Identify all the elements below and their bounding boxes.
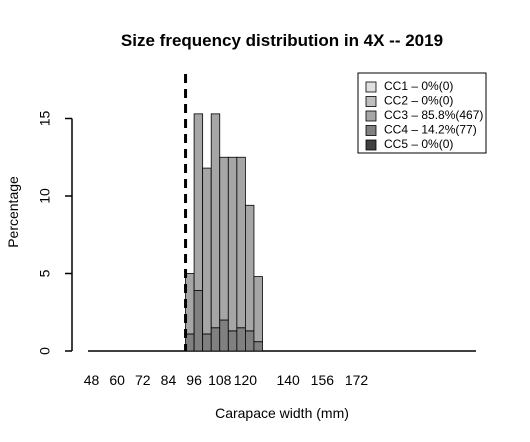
x-tick-label: 84 — [161, 372, 177, 388]
legend-label: CC3 – 85.8%(467) — [384, 108, 483, 122]
bar-cc3-112 — [227, 156, 238, 332]
legend-entry: CC3 – 85.8%(467) — [365, 108, 483, 122]
x-tick-label: 120 — [234, 372, 258, 388]
y-tick-label: 0 — [37, 347, 53, 355]
bar-cc4-116 — [236, 327, 246, 352]
bar-cc3-100 — [202, 167, 212, 335]
y-tick-label: 15 — [37, 111, 53, 127]
bar-cc3-116 — [236, 156, 246, 329]
bar-cc3-104 — [210, 113, 221, 329]
legend-entry: CC4 – 14.2%(77) — [365, 123, 477, 137]
legend-label: CC1 – 0%(0) — [384, 79, 453, 93]
x-tick-label: 108 — [208, 372, 232, 388]
x-tick-label: 96 — [186, 372, 202, 388]
bars — [185, 113, 263, 352]
x-axis-label: Carapace width (mm) — [215, 405, 349, 421]
x-tick-label: 60 — [109, 372, 125, 388]
plot-area: 0 5 10 15 48 60 72 84 96 108 120 140 156 172 — [37, 74, 476, 388]
bar-cc4-108 — [219, 319, 229, 352]
legend-entry: CC2 – 0%(0) — [365, 94, 453, 108]
bar-cc3-120 — [244, 204, 255, 332]
y-tick-label: 5 — [37, 269, 53, 277]
bar-cc4-96 — [193, 290, 204, 352]
bar-cc3-124 — [253, 276, 263, 343]
bar-cc4-124 — [253, 341, 263, 352]
chart-title: Size frequency distribution in 4X -- 201… — [121, 31, 443, 50]
y-tick-label: 10 — [37, 188, 53, 204]
legend-entry: CC5 – 0%(0) — [365, 137, 453, 151]
bar-cc4-104 — [210, 327, 221, 352]
legend-label: CC5 – 0%(0) — [384, 137, 453, 151]
bar-cc4-100 — [202, 333, 212, 352]
x-axis: 48 60 72 84 96 108 120 140 156 172 — [84, 350, 476, 388]
legend-swatch — [365, 110, 377, 122]
x-tick-label: 72 — [135, 372, 151, 388]
x-tick-label: 172 — [345, 372, 369, 388]
legend-swatch — [365, 96, 377, 107]
x-tick-label: 156 — [311, 372, 335, 388]
legend-entry: CC1 – 0%(0) — [365, 79, 453, 93]
legend: CC1 – 0%(0)CC2 – 0%(0)CC3 – 85.8%(467)CC… — [357, 72, 487, 154]
legend-box — [357, 72, 487, 154]
bar-cc4-120 — [244, 330, 255, 352]
legend-label: CC4 – 14.2%(77) — [384, 123, 477, 137]
legend-swatch — [365, 125, 377, 136]
x-tick-label: 140 — [276, 372, 300, 388]
bar-cc3-108 — [219, 156, 229, 321]
x-tick-label: 48 — [84, 372, 100, 388]
bar-cc3-96 — [193, 113, 204, 291]
y-axis: 0 5 10 15 — [37, 111, 73, 355]
legend-swatch — [365, 139, 377, 151]
legend-label: CC2 – 0%(0) — [384, 94, 453, 108]
y-axis-label: Percentage — [5, 176, 21, 248]
legend-swatch — [365, 81, 377, 93]
bar-cc4-112 — [227, 330, 238, 352]
